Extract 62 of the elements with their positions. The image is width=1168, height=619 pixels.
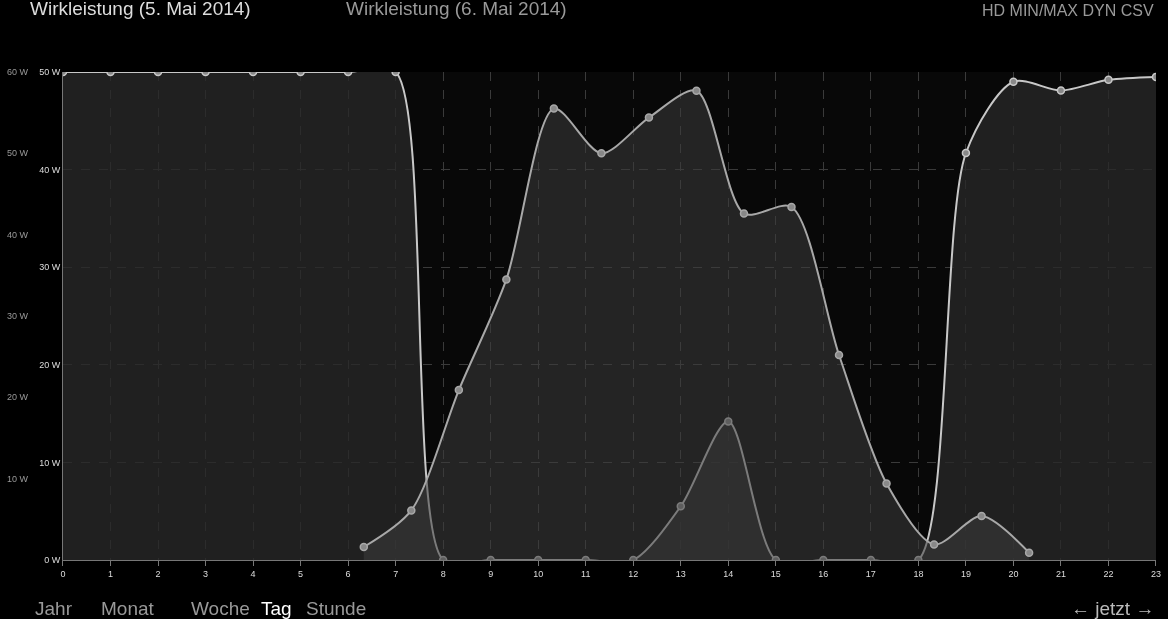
chart-title: Wirkleistung (5. Mai 2014) xyxy=(30,0,251,19)
point xyxy=(977,511,986,521)
x-tick-label: 20 xyxy=(1008,568,1019,579)
point xyxy=(644,113,654,122)
y2-tick-label: 10 W xyxy=(6,473,29,484)
x-tick-label: 4 xyxy=(250,568,256,579)
text: Woche xyxy=(191,598,250,619)
x-tick-label: 11 xyxy=(581,568,591,579)
point xyxy=(597,149,606,158)
point xyxy=(929,540,939,549)
point xyxy=(882,479,891,488)
text: ← jetzt → xyxy=(1071,598,1155,619)
x-tick-label: 10 xyxy=(533,568,544,579)
x-tick-label: 9 xyxy=(488,568,494,579)
x-tick-label: 21 xyxy=(1055,568,1066,579)
x-tick-label: 1 xyxy=(107,568,113,579)
y2-tick-label: 40 W xyxy=(6,229,29,240)
y-tick-label: 10 W xyxy=(39,457,61,468)
point xyxy=(407,506,416,515)
x-tick-label: 2 xyxy=(155,568,161,579)
y-tick-label: 30 W xyxy=(39,262,61,273)
x-tick-label: 17 xyxy=(865,568,876,579)
x-tick-label: 23 xyxy=(1150,568,1162,579)
x-tick-label: 14 xyxy=(723,568,734,579)
x-tick-label: 5 xyxy=(298,568,304,579)
point xyxy=(502,275,511,284)
y-tick-label: 40 W xyxy=(39,164,61,175)
y2-tick-label: 60 W xyxy=(6,67,29,78)
x-tick-label: 7 xyxy=(393,568,399,579)
x-tick-label: 12 xyxy=(628,568,639,579)
y2-tick-label: 20 W xyxy=(6,392,29,403)
point xyxy=(834,350,844,360)
point xyxy=(549,104,559,113)
text: Jahr xyxy=(35,598,73,619)
text: HD MIN/MAX DYN CSV xyxy=(982,2,1154,19)
x-tick-label: 0 xyxy=(60,568,66,579)
x-tick-label: 19 xyxy=(960,568,971,579)
point xyxy=(1024,548,1034,557)
text: Stunde xyxy=(306,598,367,619)
x-tick-label: 6 xyxy=(345,568,351,579)
point xyxy=(454,385,464,395)
x-tick-label: 8 xyxy=(440,568,446,579)
y2-tick-label: 50 W xyxy=(6,148,29,159)
x-tick-label: 22 xyxy=(1103,568,1114,579)
y-tick-label: 20 W xyxy=(39,359,61,370)
point xyxy=(787,202,796,212)
x-tick-label: 3 xyxy=(203,568,209,579)
text: Tag xyxy=(261,598,292,619)
point xyxy=(961,148,971,158)
text: Monat xyxy=(101,598,155,619)
point xyxy=(359,542,369,552)
x-tick-label: 18 xyxy=(913,568,924,579)
point xyxy=(692,86,701,95)
y-tick-label: 50 W xyxy=(39,67,61,78)
x-tick-label: 16 xyxy=(818,568,829,579)
point xyxy=(724,417,733,426)
chart-subtitle: Wirkleistung (6. Mai 2014) xyxy=(346,0,567,19)
y-tick-label: 0 W xyxy=(44,555,61,566)
y2-tick-label: 30 W xyxy=(6,311,29,322)
x-tick-label: 13 xyxy=(675,568,686,579)
x-tick-label: 15 xyxy=(770,568,781,579)
point xyxy=(739,209,749,218)
